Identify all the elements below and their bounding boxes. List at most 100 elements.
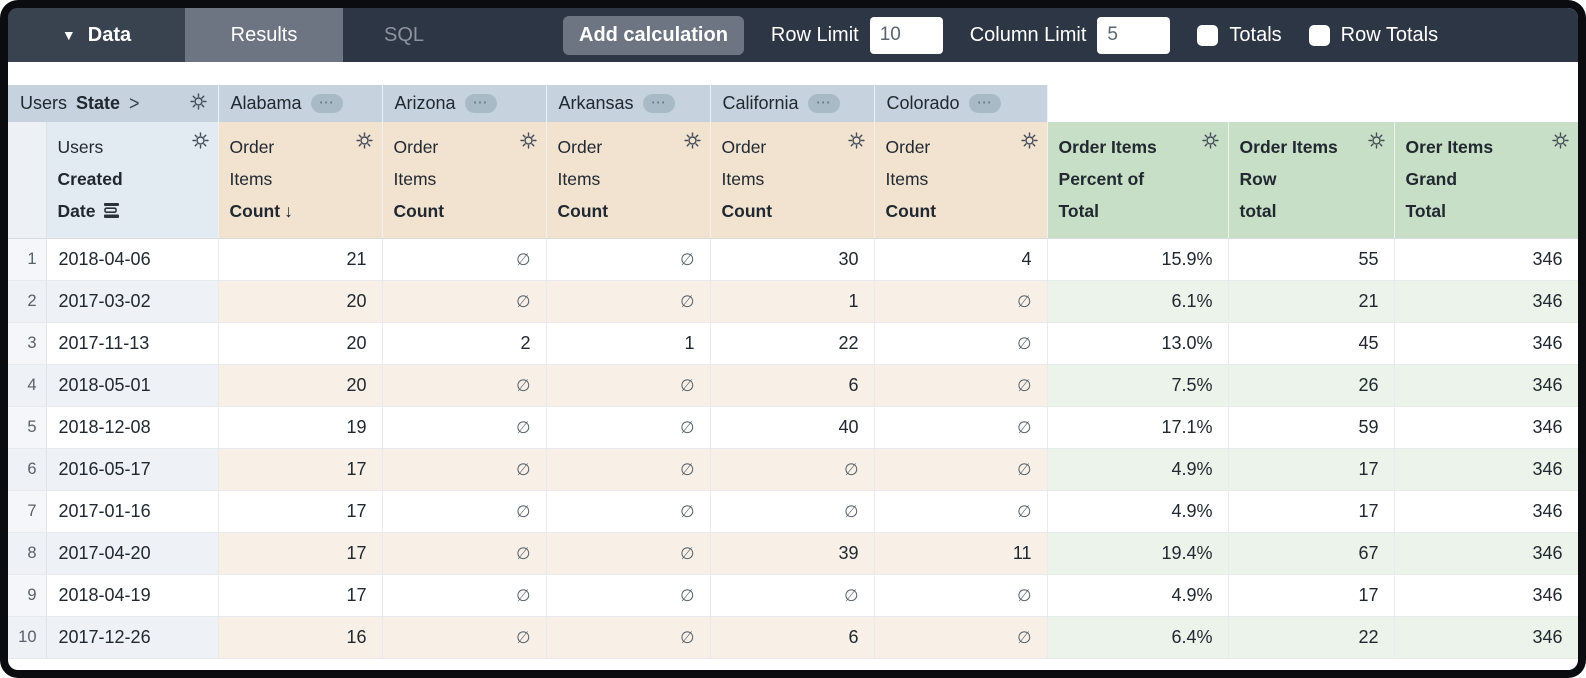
gear-icon[interactable]: [191, 131, 210, 155]
measure-cell[interactable]: 11: [874, 532, 1048, 575]
field-header-table-calc[interactable]: Orer Items Grand Total: [1394, 122, 1578, 239]
date-cell[interactable]: 2017-01-16: [46, 490, 219, 533]
pivot-value-header[interactable]: Arkansas ⋯: [546, 85, 711, 122]
measure-cell-null[interactable]: ∅: [546, 574, 711, 617]
pivot-value-header[interactable]: California ⋯: [710, 85, 875, 122]
gear-icon[interactable]: [683, 131, 702, 155]
calc-cell[interactable]: 346: [1394, 574, 1578, 617]
measure-cell[interactable]: 20: [218, 280, 383, 323]
field-header-order-items-count[interactable]: Order Items Count: [710, 122, 875, 239]
measure-cell[interactable]: 39: [710, 532, 875, 575]
calc-cell[interactable]: 7.5%: [1047, 364, 1229, 407]
measure-cell-null[interactable]: ∅: [546, 616, 711, 659]
calc-cell[interactable]: 346: [1394, 364, 1578, 407]
measure-cell-null[interactable]: ∅: [874, 490, 1048, 533]
measure-cell-null[interactable]: ∅: [382, 448, 547, 491]
measure-cell-null[interactable]: ∅: [382, 406, 547, 449]
measure-cell[interactable]: 2: [382, 322, 547, 365]
measure-cell-null[interactable]: ∅: [874, 406, 1048, 449]
date-cell[interactable]: 2016-05-17: [46, 448, 219, 491]
date-cell[interactable]: 2017-11-13: [46, 322, 219, 365]
calc-cell[interactable]: 346: [1394, 532, 1578, 575]
calc-cell[interactable]: 17: [1228, 448, 1395, 491]
calc-cell[interactable]: 13.0%: [1047, 322, 1229, 365]
date-cell[interactable]: 2018-12-08: [46, 406, 219, 449]
calc-cell[interactable]: 55: [1228, 238, 1395, 281]
date-cell[interactable]: 2017-03-02: [46, 280, 219, 323]
calc-cell[interactable]: 26: [1228, 364, 1395, 407]
gear-icon[interactable]: [847, 131, 866, 155]
pivot-value-header[interactable]: Arizona ⋯: [382, 85, 547, 122]
calc-cell[interactable]: 17.1%: [1047, 406, 1229, 449]
measure-cell-null[interactable]: ∅: [874, 448, 1048, 491]
field-header-order-items-count[interactable]: Order Items Count: [546, 122, 711, 239]
calc-cell[interactable]: 21: [1228, 280, 1395, 323]
field-header-table-calc[interactable]: Order Items Row total: [1228, 122, 1395, 239]
calc-cell[interactable]: 19.4%: [1047, 532, 1229, 575]
pivot-value-header[interactable]: Alabama ⋯: [218, 85, 383, 122]
measure-cell[interactable]: 16: [218, 616, 383, 659]
measure-cell-null[interactable]: ∅: [874, 574, 1048, 617]
measure-cell[interactable]: 1: [546, 322, 711, 365]
measure-cell[interactable]: 6: [710, 364, 875, 407]
calc-cell[interactable]: 17: [1228, 490, 1395, 533]
calc-cell[interactable]: 17: [1228, 574, 1395, 617]
measure-cell-null[interactable]: ∅: [710, 574, 875, 617]
measure-cell-null[interactable]: ∅: [546, 280, 711, 323]
measure-cell-null[interactable]: ∅: [546, 490, 711, 533]
measure-cell[interactable]: 20: [218, 364, 383, 407]
pivot-menu-icon[interactable]: ⋯: [310, 94, 343, 113]
add-calculation-button[interactable]: Add calculation: [563, 15, 744, 55]
row-totals-checkbox[interactable]: [1308, 24, 1330, 46]
date-cell[interactable]: 2017-12-26: [46, 616, 219, 659]
tab-sql[interactable]: SQL: [343, 8, 465, 62]
measure-cell-null[interactable]: ∅: [710, 490, 875, 533]
totals-checkbox[interactable]: [1197, 24, 1219, 46]
measure-cell[interactable]: 17: [218, 532, 383, 575]
calc-cell[interactable]: 4.9%: [1047, 490, 1229, 533]
measure-cell-null[interactable]: ∅: [874, 322, 1048, 365]
calc-cell[interactable]: 4.9%: [1047, 574, 1229, 617]
field-header-users-created-date[interactable]: Users Created Date: [46, 122, 219, 239]
measure-cell[interactable]: 4: [874, 238, 1048, 281]
measure-cell[interactable]: 17: [218, 448, 383, 491]
measure-cell[interactable]: 22: [710, 322, 875, 365]
pivot-menu-icon[interactable]: ⋯: [642, 94, 675, 113]
pivot-menu-icon[interactable]: ⋯: [968, 94, 1001, 113]
calc-cell[interactable]: 45: [1228, 322, 1395, 365]
measure-cell-null[interactable]: ∅: [710, 448, 875, 491]
calc-cell[interactable]: 59: [1228, 406, 1395, 449]
calc-cell[interactable]: 346: [1394, 490, 1578, 533]
gear-icon[interactable]: [1367, 131, 1386, 155]
field-header-order-items-count[interactable]: Order Items Count: [382, 122, 547, 239]
field-header-table-calc[interactable]: Order Items Percent of Total: [1047, 122, 1229, 239]
calc-cell[interactable]: 346: [1394, 616, 1578, 659]
pivot-menu-icon[interactable]: ⋯: [464, 94, 497, 113]
measure-cell[interactable]: 21: [218, 238, 383, 281]
measure-cell-null[interactable]: ∅: [874, 280, 1048, 323]
measure-cell-null[interactable]: ∅: [382, 238, 547, 281]
calc-cell[interactable]: 6.1%: [1047, 280, 1229, 323]
gear-icon[interactable]: [519, 131, 538, 155]
pivot-value-header[interactable]: Colorado ⋯: [874, 85, 1048, 122]
calc-cell[interactable]: 346: [1394, 448, 1578, 491]
calc-cell[interactable]: 22: [1228, 616, 1395, 659]
calc-cell[interactable]: 15.9%: [1047, 238, 1229, 281]
calc-cell[interactable]: 346: [1394, 322, 1578, 365]
pivot-field-header[interactable]: Users State >: [8, 85, 219, 122]
calc-cell[interactable]: 346: [1394, 280, 1578, 323]
row-limit-input[interactable]: [869, 16, 943, 54]
measure-cell-null[interactable]: ∅: [874, 616, 1048, 659]
calc-cell[interactable]: 6.4%: [1047, 616, 1229, 659]
column-limit-input[interactable]: [1097, 16, 1171, 54]
calc-cell[interactable]: 67: [1228, 532, 1395, 575]
measure-cell-null[interactable]: ∅: [382, 490, 547, 533]
calc-cell[interactable]: 346: [1394, 238, 1578, 281]
measure-cell[interactable]: 30: [710, 238, 875, 281]
date-cell[interactable]: 2018-04-06: [46, 238, 219, 281]
date-cell[interactable]: 2017-04-20: [46, 532, 219, 575]
field-header-order-items-count[interactable]: Order Items Count ↓: [218, 122, 383, 239]
measure-cell-null[interactable]: ∅: [546, 532, 711, 575]
tab-results[interactable]: Results: [185, 8, 343, 62]
gear-icon[interactable]: [355, 131, 374, 155]
